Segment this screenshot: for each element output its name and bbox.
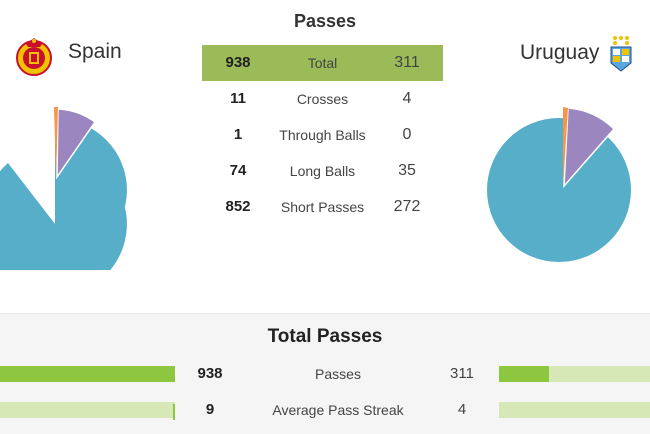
stat-label: Total: [307, 55, 338, 71]
spain-pie-long-balls-slice: [56, 108, 97, 180]
left-value: 9: [205, 401, 215, 418]
right-bar-track: [499, 402, 650, 418]
stat-row-long-balls: 74 Long Balls 35: [202, 153, 443, 189]
spain-pie-main-slice: [0, 152, 127, 270]
stat-label: Long Balls: [289, 163, 356, 179]
team-left-name: Spain: [68, 40, 122, 63]
uruguay-pie-crosses-slice: [563, 107, 568, 186]
uruguay-pie-long-balls-slice: [563, 107, 616, 189]
passes-title: Passes: [293, 11, 357, 31]
stat-right-value: 4: [402, 90, 412, 107]
left-bar-end-tick: [173, 404, 175, 420]
total-passes-row-average-pass-streak: 9 Average Pass Streak 4: [0, 400, 650, 420]
uruguay-pass-distribution-pie: [487, 107, 631, 262]
stat-label: Short Passes: [280, 199, 365, 215]
stat-row-short-passes: 852 Short Passes 272: [202, 189, 443, 225]
stat-right-value: 35: [398, 162, 416, 179]
left-bar-track: [0, 366, 175, 382]
stat-right-value: 272: [393, 198, 421, 215]
stat-left-value: 11: [230, 90, 246, 107]
right-bar-track: [499, 366, 650, 382]
row-label: Average Pass Streak: [272, 402, 404, 418]
stat-row-crosses: 11 Crosses 4: [202, 81, 443, 117]
stat-row-through-balls: 1 Through Balls 0: [202, 117, 443, 153]
left-bar-fill: [0, 366, 175, 382]
stat-left-value: 74: [229, 162, 247, 179]
uruguay-pie-main-slice: [487, 118, 631, 262]
stat-left-value: 852: [225, 198, 251, 215]
stat-row-total: 938 Total 311: [202, 45, 443, 81]
total-passes-title: Total Passes: [267, 326, 383, 347]
stat-left-value: 938: [225, 54, 251, 71]
left-bar-track: [0, 402, 175, 420]
stat-left-value: 1: [233, 126, 243, 143]
right-value: 311: [450, 365, 474, 382]
row-label: Passes: [315, 366, 361, 382]
passes-panel: Passes Spain Uruguay: [0, 11, 632, 270]
stat-right-value: 311: [394, 54, 420, 71]
spain-pass-distribution-pie: [0, 106, 127, 270]
spain-crest-icon: [16, 38, 52, 76]
stat-label: Crosses: [296, 91, 349, 107]
right-bar-fill: [499, 366, 549, 382]
left-value: 938: [197, 365, 223, 382]
stat-label: Through Balls: [279, 127, 366, 143]
total-passes-panel: Total Passes 938 Passes 311 9 Average Pa…: [0, 313, 650, 434]
uruguay-crest-icon: [610, 36, 632, 72]
team-right-name: Uruguay: [520, 41, 600, 64]
right-value: 4: [457, 401, 467, 418]
spain-pie-crosses-slice: [54, 106, 58, 177]
stat-right-value: 0: [402, 126, 412, 143]
passes-stats-table: 938 Total 311 11 Crosses 4 1 Through Bal…: [202, 45, 443, 225]
total-passes-row-passes: 938 Passes 311: [0, 364, 650, 384]
